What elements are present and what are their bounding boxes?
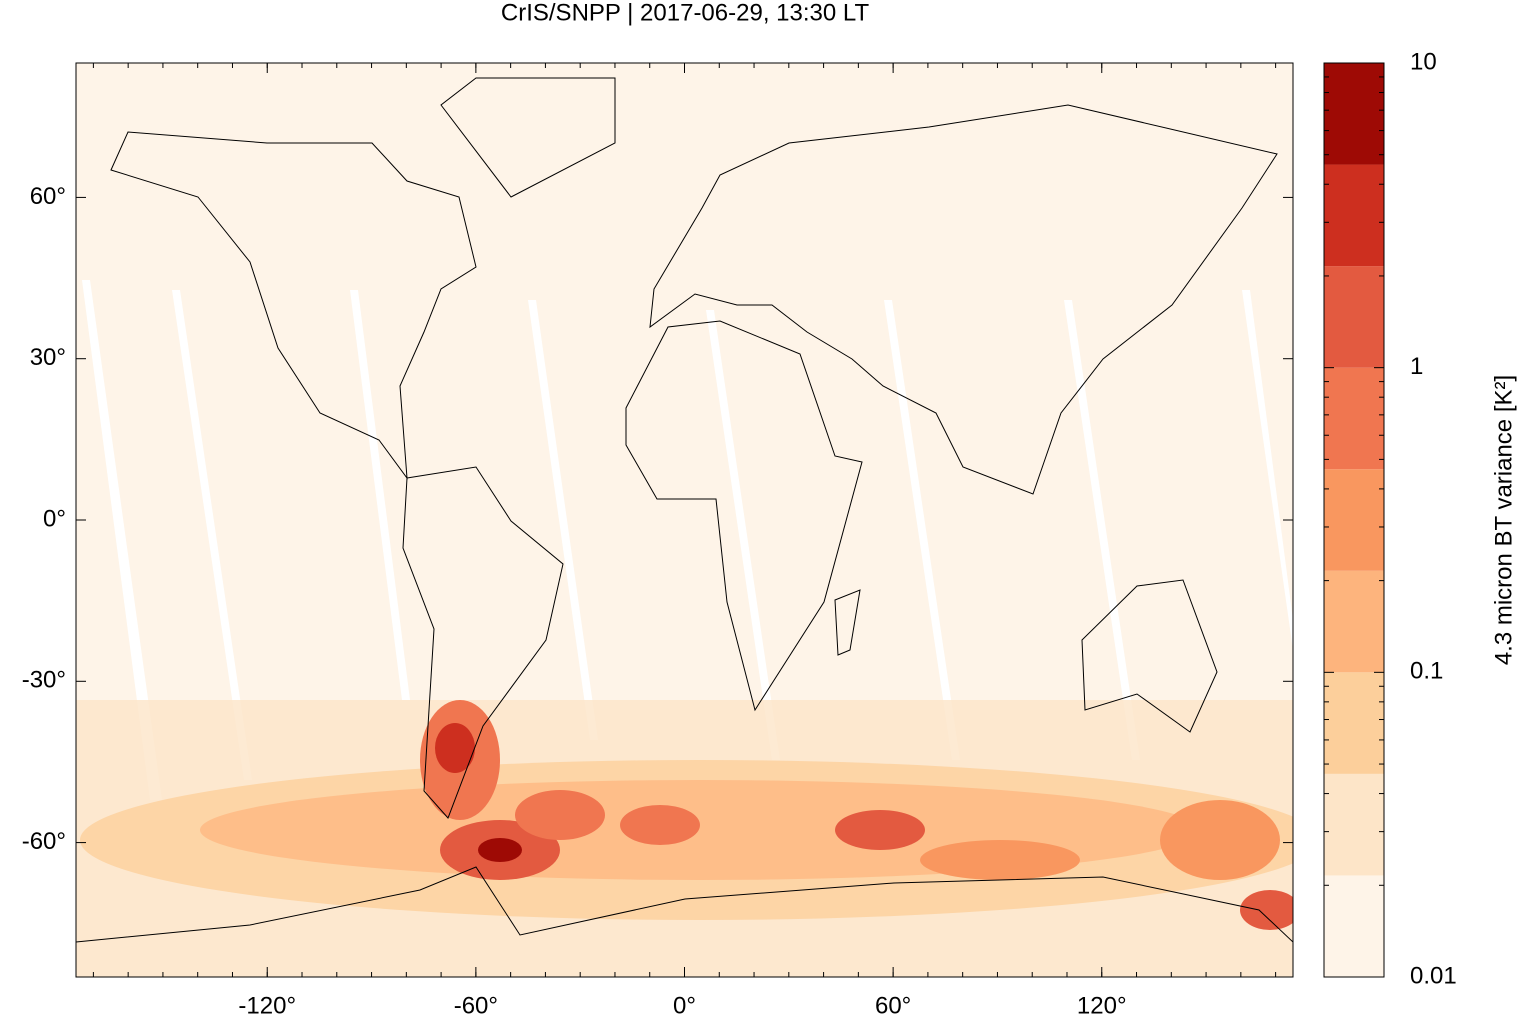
y-tick-label: -30° [22, 667, 66, 694]
x-tick-label: -120° [238, 992, 296, 1019]
x-tick-label: 0° [673, 992, 696, 1019]
y-tick-label: -60° [22, 828, 66, 855]
swath-gaps [82, 280, 1293, 800]
colorbar-band [1324, 773, 1384, 876]
colorbar-tick-label: 1 [1410, 353, 1423, 380]
y-tick-label: 60° [30, 183, 66, 210]
colorbar-band [1324, 266, 1384, 368]
colorbar-band [1324, 164, 1384, 267]
colorbar-tick-label: 10 [1410, 48, 1437, 75]
coastlines [76, 77, 1293, 943]
colorbar-frame [1323, 62, 1385, 978]
colorbar-band [1324, 875, 1384, 977]
x-tick-label: 60° [875, 992, 911, 1019]
chart-title: CrIS/SNPP | 2017-06-29, 13:30 LT [501, 0, 870, 26]
map-field [76, 63, 1293, 977]
x-tick-label: 120° [1077, 992, 1127, 1019]
variance-field [76, 700, 1293, 977]
colorbar-tick-label: 0.01 [1410, 962, 1457, 989]
colorbar-band [1324, 672, 1384, 774]
colorbar-label: 4.3 micron BT variance [K²] [1490, 375, 1517, 665]
colorbar-band [1324, 367, 1384, 470]
colorbar-band [1324, 63, 1384, 165]
y-tick-label: 30° [30, 344, 66, 371]
x-tick-label: -60° [454, 992, 498, 1019]
y-tick-label: 0° [43, 505, 66, 532]
colorbar-band [1324, 469, 1384, 571]
colorbar-tick-label: 0.1 [1410, 658, 1443, 685]
colorbar-band [1324, 570, 1384, 673]
